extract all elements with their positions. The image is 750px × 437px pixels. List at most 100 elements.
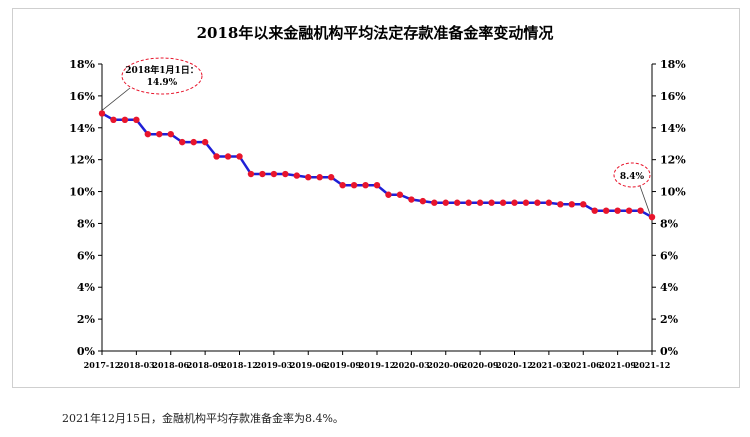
x-tick-label: 2019-06 [290, 360, 327, 370]
data-point [270, 170, 278, 178]
data-point [362, 181, 369, 189]
data-point [339, 181, 346, 189]
data-point [201, 138, 209, 146]
callout-text-start-line2: 14.9% [147, 78, 178, 88]
y-tick-label-left: 2% [77, 313, 96, 326]
data-point [316, 174, 323, 181]
data-point [408, 196, 415, 203]
data-point [213, 153, 220, 160]
x-tick-label: 2020-03 [393, 360, 430, 370]
data-point [431, 199, 438, 206]
x-tick-label: 2019-12 [359, 360, 396, 370]
data-point [534, 199, 541, 206]
x-tick-label: 2017-12 [84, 360, 121, 370]
series-line [101, 112, 653, 219]
data-point [557, 201, 564, 208]
y-tick-label-right: 14% [660, 122, 686, 135]
x-tick-label: 2020-09 [462, 360, 499, 370]
data-point [259, 170, 266, 178]
x-tick-label: 2020-06 [427, 360, 464, 370]
data-point [488, 199, 495, 206]
data-point [224, 153, 232, 160]
data-point [247, 170, 255, 178]
x-tick-label: 2020-12 [496, 360, 533, 370]
data-point [522, 199, 530, 206]
y-tick-label-left: 12% [69, 154, 95, 167]
data-point [591, 207, 598, 214]
callout-text-start-line1: 2018年1月1日： [125, 64, 199, 76]
y-tick-label-left: 14% [69, 122, 95, 135]
y-tick-label-right: 6% [660, 249, 679, 262]
data-point [454, 199, 461, 206]
x-tick-label: 2018-09 [187, 360, 224, 370]
data-point [121, 116, 129, 124]
callout-text-end: 8.4% [620, 172, 645, 182]
data-point [568, 201, 575, 208]
data-point [179, 138, 186, 146]
data-point [499, 199, 507, 206]
x-tick-label: 2018-12 [221, 360, 258, 370]
data-point [385, 191, 392, 198]
y-tick-label-right: 18% [660, 58, 686, 71]
callouts-group: 2018年1月1日： 14.9% 8.4% [101, 57, 651, 215]
callout-ellipse-end [613, 162, 651, 188]
data-point [419, 197, 427, 205]
data-point [327, 174, 335, 181]
y-tick-label-right: 12% [660, 154, 686, 167]
x-tick-label: 2018-03 [118, 360, 155, 370]
data-point [110, 116, 117, 124]
data-point [442, 199, 449, 206]
data-point [625, 207, 633, 214]
data-point [637, 207, 644, 214]
x-tick-label: 2021-09 [599, 360, 636, 370]
data-point [580, 201, 587, 208]
callout-leader-end [639, 185, 651, 215]
data-point [156, 130, 163, 138]
data-point [648, 213, 656, 221]
y-tick-label-left: 18% [69, 58, 95, 71]
y-tick-label-left: 10% [69, 186, 95, 199]
data-point [133, 116, 140, 124]
y-tick-label-left: 8% [77, 217, 96, 230]
y-tick-label-left: 4% [77, 281, 96, 294]
y-tick-label-right: 2% [660, 313, 679, 326]
data-point [511, 199, 518, 206]
x-tick-label: 2021-03 [531, 360, 568, 370]
chart-frame [12, 8, 740, 388]
chart-canvas: 2018年以来金融机构平均法定存款准备金率变动情况 0% 0% 2% 2% 4% 4% 6%… [69, 24, 686, 370]
x-tick-label: 2018-06 [152, 360, 189, 370]
data-point [350, 181, 358, 189]
y-tick-label-left: 6% [77, 249, 96, 262]
data-point [167, 130, 174, 138]
chart-axes: 0% 0% 2% 2% 4% 4% 6% 6% 8% 8% 10% 10% 12% 12% 14% 14% 16… [69, 58, 686, 370]
data-point [293, 172, 300, 179]
data-point [144, 130, 152, 138]
data-point [602, 207, 610, 214]
data-point [190, 138, 197, 146]
footnote: 2021年12月15日，金融机构平均存款准备金率为8.4%。 [62, 412, 344, 425]
data-point [465, 199, 472, 206]
callout-ellipse-start [121, 57, 203, 95]
y-tick-label-right: 8% [660, 217, 679, 230]
x-tick-label: 2021-12 [634, 360, 671, 370]
data-point [545, 199, 553, 206]
x-tick-label: 2019-09 [324, 360, 361, 370]
x-tick-label: 2019-03 [256, 360, 293, 370]
y-tick-label-left: 16% [69, 90, 95, 103]
data-point [373, 181, 381, 189]
data-point [236, 153, 243, 160]
data-point [396, 191, 404, 198]
data-point [282, 170, 289, 178]
y-tick-label-left: 0% [77, 345, 96, 358]
callout-leader-start [101, 87, 131, 111]
data-point [614, 207, 621, 214]
chart-title: 2018年以来金融机构平均法定存款准备金率变动情况 [197, 24, 554, 42]
data-point [305, 174, 312, 181]
y-tick-label-right: 16% [660, 90, 686, 103]
data-point [98, 110, 106, 117]
y-tick-label-right: 0% [660, 345, 679, 358]
y-tick-label-right: 4% [660, 281, 679, 294]
series-group [98, 110, 656, 221]
x-tick-label: 2021-06 [565, 360, 602, 370]
data-point [476, 199, 484, 206]
